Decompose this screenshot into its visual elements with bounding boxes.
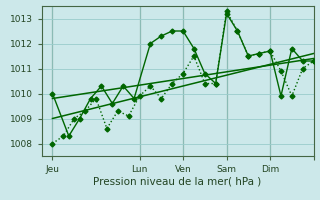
X-axis label: Pression niveau de la mer( hPa ): Pression niveau de la mer( hPa ) — [93, 177, 262, 187]
